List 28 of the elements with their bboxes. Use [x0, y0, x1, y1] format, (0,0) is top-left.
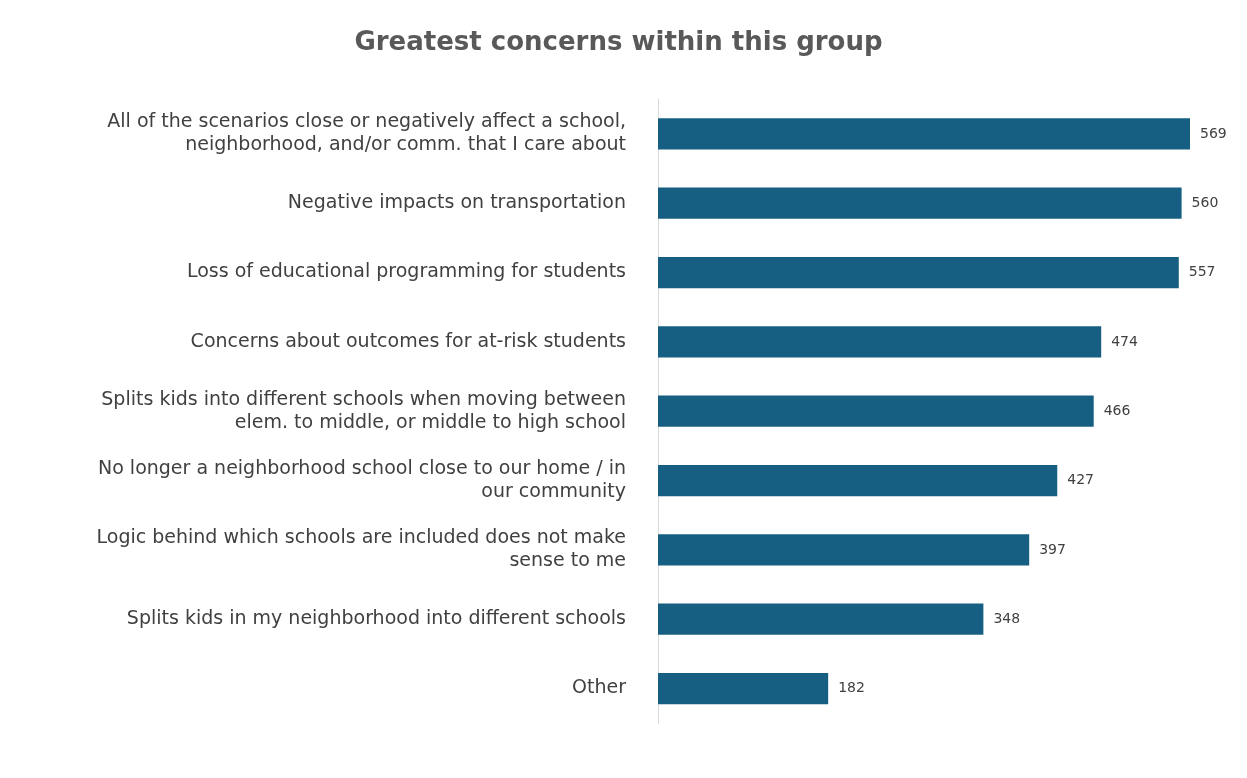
y-tick-label: No longer a neighborhood school close to our home / in our community — [97, 456, 626, 501]
data-label: 569 — [1200, 124, 1227, 141]
bar — [658, 118, 1191, 150]
y-tick-label: Logic behind which schools are included does not make sense to me — [96, 525, 626, 571]
y-tick-label: Other — [572, 675, 627, 698]
data-label: 397 — [1039, 540, 1066, 557]
y-tick-label: Splits kids in my neighborhood into different schools — [126, 606, 626, 629]
y-tick-label: Negative impacts on transportation — [287, 190, 626, 213]
bar — [658, 534, 1030, 566]
bar — [658, 395, 1094, 427]
y-tick-label: Loss of educational programming for students — [186, 259, 626, 282]
y-tick-label: Splits kids into different schools when moving between elem. to middle, or middle to high school — [101, 386, 626, 432]
data-label: 474 — [1111, 332, 1138, 349]
data-label: 466 — [1103, 401, 1131, 418]
bar — [658, 603, 984, 635]
data-label: 560 — [1191, 193, 1219, 210]
data-label: 348 — [993, 609, 1021, 626]
data-label: 557 — [1188, 263, 1216, 280]
y-tick-label: Concerns about outcomes for at-risk students — [190, 328, 626, 351]
bar — [658, 256, 1179, 289]
y-tick-label: All of the scenarios close or negatively affect a school, neighborhood, and/or comm. that I care about — [107, 109, 626, 155]
bar — [658, 672, 829, 705]
data-label: 182 — [838, 679, 865, 696]
chart-title: Greatest concerns within this group — [354, 26, 883, 57]
bar — [658, 326, 1102, 358]
bar — [658, 187, 1182, 219]
bar — [658, 464, 1058, 497]
data-label: 427 — [1067, 471, 1094, 488]
